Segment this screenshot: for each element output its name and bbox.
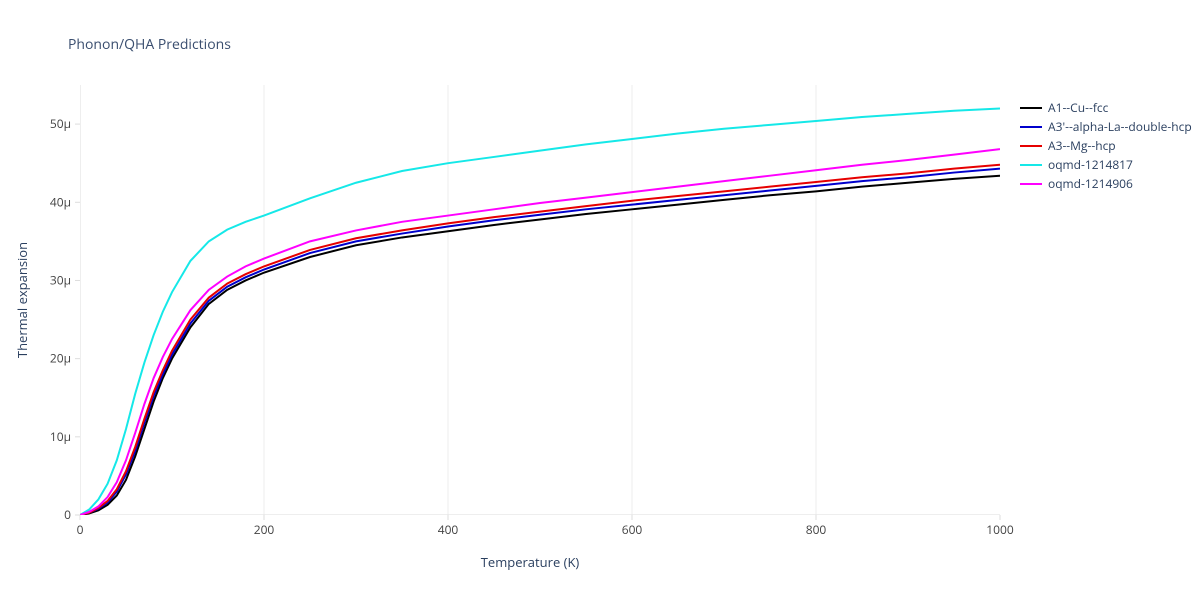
legend-swatch (1020, 126, 1042, 128)
legend-label: A1--Cu--fcc (1048, 99, 1108, 116)
legend-swatch (1020, 107, 1042, 109)
x-tick-label: 0 (77, 521, 84, 538)
legend-swatch (1020, 145, 1042, 147)
series-line-4[interactable] (80, 149, 1000, 515)
chart-container: Phonon/QHA Predictions Thermal expansion… (0, 0, 1200, 600)
legend-label: oqmd-1214906 (1048, 175, 1133, 192)
chart-title: Phonon/QHA Predictions (68, 35, 231, 54)
legend-item-3[interactable]: oqmd-1214817 (1020, 155, 1192, 174)
x-tick-label: 200 (254, 521, 275, 538)
legend-swatch (1020, 164, 1042, 166)
legend-item-2[interactable]: A3--Mg--hcp (1020, 136, 1192, 155)
x-tick-label: 800 (806, 521, 827, 538)
grid (264, 85, 816, 515)
plot-area[interactable] (80, 85, 1000, 515)
legend: A1--Cu--fcc A3'--alpha-La--double-hcp A3--… (1020, 98, 1192, 193)
y-tick-label: 10μ (50, 428, 71, 445)
legend-label: A3--Mg--hcp (1048, 137, 1116, 154)
axes (80, 85, 1000, 515)
x-axis-label: Temperature (K) (481, 553, 580, 571)
y-tick-label: 20μ (50, 350, 71, 367)
x-tick-label: 400 (438, 521, 459, 538)
series-group (80, 108, 1000, 515)
legend-item-4[interactable]: oqmd-1214906 (1020, 174, 1192, 193)
legend-item-1[interactable]: A3'--alpha-La--double-hcp (1020, 117, 1192, 136)
legend-swatch (1020, 183, 1042, 185)
y-tick-label: 0 (64, 506, 71, 523)
x-tick-label: 1000 (986, 521, 1014, 538)
y-tick-label: 30μ (50, 271, 71, 288)
legend-item-0[interactable]: A1--Cu--fcc (1020, 98, 1192, 117)
series-line-1[interactable] (80, 169, 1000, 515)
x-tick-label: 600 (622, 521, 643, 538)
legend-label: A3'--alpha-La--double-hcp (1048, 118, 1192, 135)
y-tick-label: 50μ (50, 115, 71, 132)
series-line-2[interactable] (80, 165, 1000, 515)
y-axis-label: Thermal expansion (13, 242, 31, 358)
series-line-3[interactable] (80, 108, 1000, 515)
legend-label: oqmd-1214817 (1048, 156, 1133, 173)
y-tick-label: 40μ (50, 193, 71, 210)
series-line-0[interactable] (80, 176, 1000, 515)
